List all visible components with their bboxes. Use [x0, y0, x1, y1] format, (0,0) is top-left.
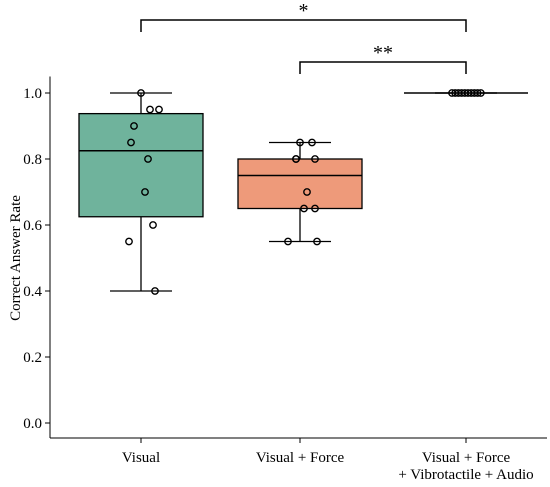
significance-bracket-1: * [140, 0, 467, 32]
points-2 [284, 138, 321, 246]
data-points [125, 89, 485, 295]
data-point [292, 155, 300, 163]
significance-label: ** [373, 42, 393, 64]
data-point [125, 237, 133, 246]
box-iqr [78, 112, 204, 218]
y-tick-label: 0.8 [23, 152, 42, 168]
box-1 [78, 92, 204, 292]
data-point [284, 237, 292, 246]
box-2 [237, 141, 363, 243]
axes: 0.0 0.2 0.4 0.6 0.8 1.0 Visual Visual + Force Vi… [23, 76, 547, 483]
x-tick-label: Visual + Force [422, 450, 511, 466]
significance-label: * [299, 0, 309, 22]
data-point [141, 188, 149, 196]
data-point [311, 204, 319, 213]
y-tick-label: 0.0 [23, 416, 42, 432]
significance-brackets: *** [140, 0, 467, 74]
y-axis-label: Correct Answer Rate [8, 195, 24, 321]
x-tick-label: + Vibrotactile + Audio [398, 467, 533, 483]
data-point [311, 155, 319, 163]
significance-bracket-2: ** [299, 42, 467, 74]
x-tick-label: Visual + Force [256, 450, 345, 466]
data-point [313, 237, 321, 246]
bracket-line [140, 19, 467, 32]
box-iqr [237, 158, 363, 210]
points-3 [448, 89, 485, 97]
x-tick-label: Visual [122, 450, 160, 466]
data-point [296, 138, 304, 147]
y-tick-label: 0.4 [23, 284, 42, 300]
data-point [130, 122, 138, 130]
bracket-line [299, 61, 467, 74]
boxes [78, 92, 528, 292]
data-point [308, 138, 316, 147]
data-point [473, 89, 482, 97]
data-point [151, 287, 159, 295]
data-point [476, 89, 485, 97]
data-point [137, 89, 145, 97]
data-point [300, 204, 308, 213]
data-point [149, 221, 157, 229]
y-tick-label: 1.0 [23, 86, 42, 102]
data-point [155, 105, 163, 114]
data-point [127, 138, 135, 147]
data-point [144, 155, 152, 163]
points-1 [125, 89, 163, 295]
data-point [146, 105, 154, 114]
data-point [303, 188, 311, 196]
y-tick-label: 0.2 [23, 350, 42, 366]
y-tick-label: 0.6 [23, 218, 42, 234]
